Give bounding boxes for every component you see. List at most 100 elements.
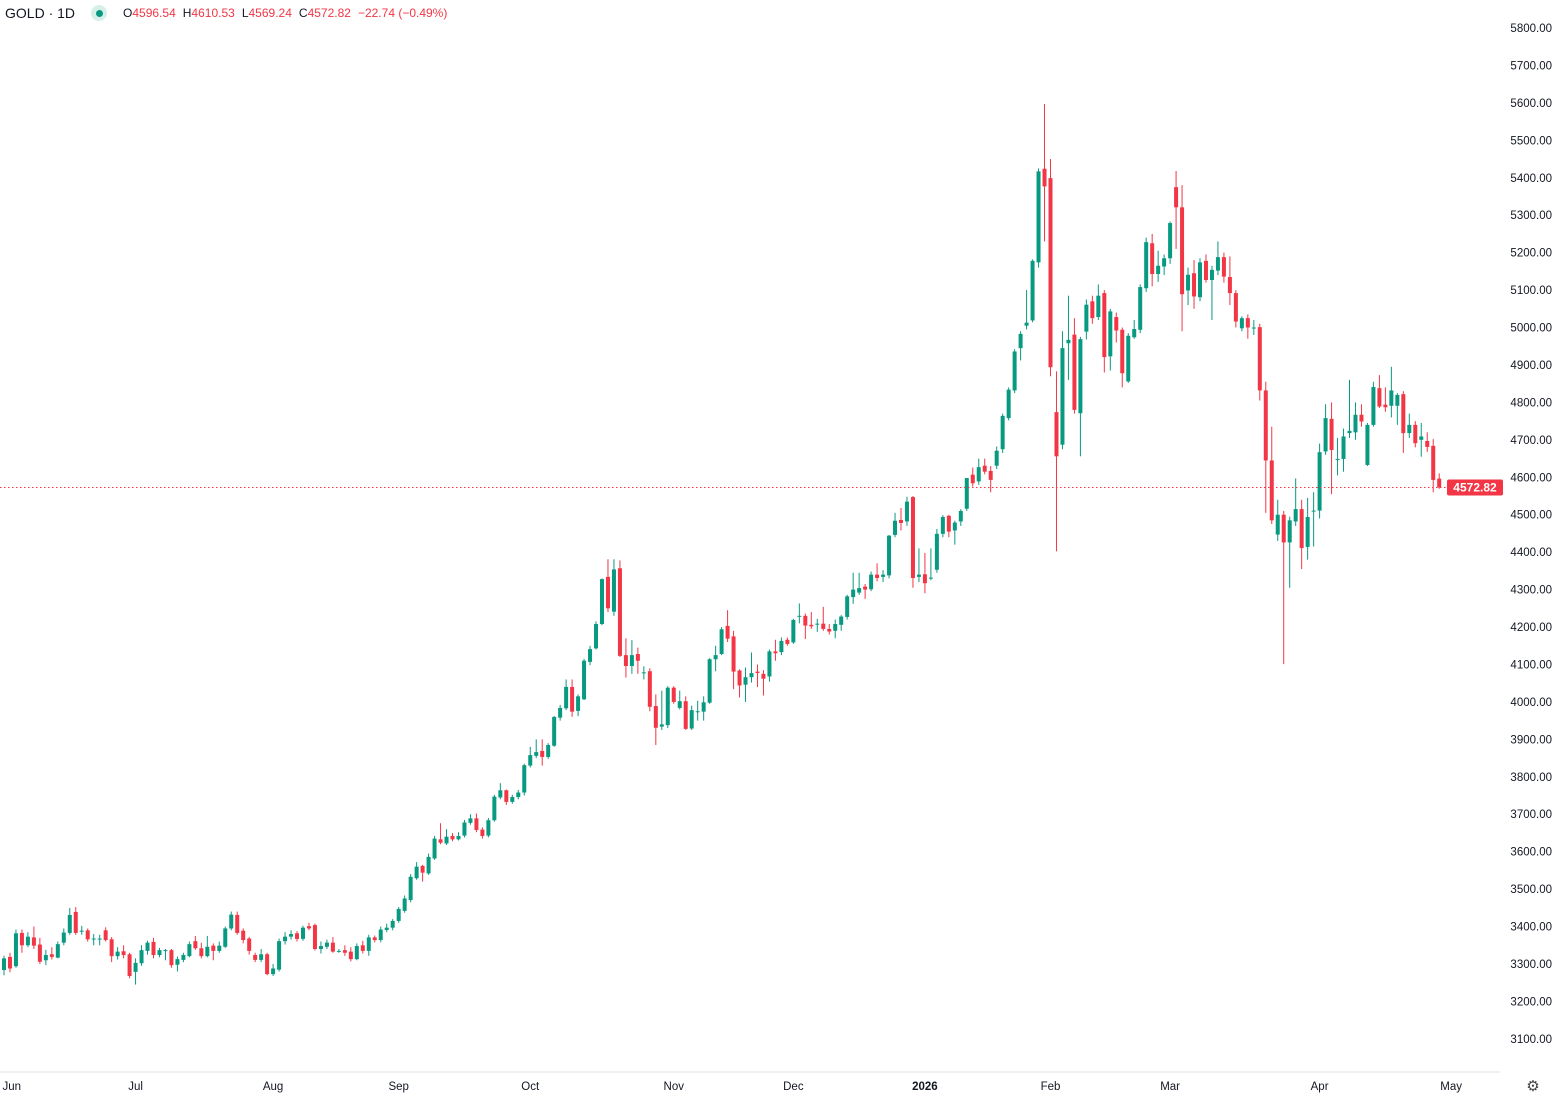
- candle: [803, 613, 808, 640]
- candle: [289, 930, 294, 940]
- candle: [713, 645, 718, 672]
- candle-body: [534, 752, 539, 756]
- price-tick-label: 3400.00: [1510, 922, 1552, 934]
- candle: [1186, 267, 1191, 306]
- candle-body: [283, 936, 288, 942]
- candle-body: [7, 956, 12, 969]
- close-label: C: [298, 6, 308, 20]
- candle-body: [653, 706, 658, 728]
- candle-body: [1221, 257, 1226, 277]
- candle-body: [576, 696, 581, 711]
- candle: [964, 478, 969, 511]
- candle: [689, 705, 694, 730]
- candle: [910, 496, 915, 588]
- candle: [37, 937, 42, 964]
- candle-body: [1102, 293, 1107, 358]
- candle-body: [241, 930, 246, 941]
- candle: [462, 819, 467, 838]
- candle-body: [845, 596, 850, 617]
- candle: [163, 949, 168, 961]
- candle-body: [1174, 187, 1179, 208]
- candle-body: [1299, 509, 1304, 549]
- candle: [576, 694, 581, 717]
- change-value: −22.74 (−0.49%): [357, 6, 448, 20]
- candle: [869, 571, 874, 592]
- candle-body: [940, 516, 945, 534]
- candle: [199, 942, 204, 959]
- market-status-icon[interactable]: [91, 5, 108, 21]
- candle-body: [1072, 334, 1077, 410]
- candle-body: [540, 750, 545, 757]
- candle: [671, 686, 676, 704]
- price-axis[interactable]: 3100.00 3200.00 3300.00 3400.00 3500.00 3600.…: [1510, 23, 1552, 1046]
- candle-body: [145, 942, 150, 951]
- candle-body: [1090, 301, 1095, 319]
- candle: [1293, 478, 1298, 526]
- candle-body: [773, 651, 778, 654]
- candle: [833, 619, 838, 639]
- candle-body: [887, 535, 892, 576]
- candle: [755, 664, 760, 687]
- candle: [61, 928, 66, 946]
- candle-body: [797, 615, 802, 617]
- candle-body: [127, 954, 132, 976]
- candle: [217, 941, 222, 953]
- candle: [1006, 387, 1011, 421]
- candle: [1365, 422, 1370, 467]
- candles-layer: [2, 104, 1442, 985]
- candle-body: [611, 569, 616, 612]
- price-tick-label: 5800.00: [1510, 23, 1552, 35]
- price-tick-label: 4900.00: [1510, 360, 1552, 372]
- candle-body: [426, 856, 431, 874]
- candle-body: [1257, 327, 1262, 391]
- candle-body: [1078, 339, 1083, 414]
- candle-body: [366, 937, 371, 951]
- candle: [1030, 259, 1035, 323]
- candle: [396, 907, 401, 923]
- time-axis[interactable]: Jun Jul Aug Sep Oct Nov Dec 2026 Feb Mar Apr May: [3, 1081, 1463, 1093]
- candle: [492, 794, 497, 822]
- candle-body: [265, 954, 270, 975]
- candle-body: [1317, 452, 1322, 511]
- candle-body: [1156, 265, 1161, 274]
- candle: [121, 945, 126, 959]
- gear-icon[interactable]: ⚙: [1526, 1078, 1540, 1095]
- candle: [875, 563, 880, 582]
- price-tick-label: 5400.00: [1510, 173, 1552, 185]
- candle-body: [528, 755, 533, 766]
- candle-body: [1437, 478, 1442, 488]
- candle-body: [1311, 510, 1316, 512]
- candle-body: [163, 950, 168, 952]
- candle-body: [432, 838, 437, 859]
- candle-body: [115, 951, 120, 957]
- candle: [498, 783, 503, 800]
- candle: [384, 923, 389, 933]
- candle-body: [1042, 168, 1047, 187]
- candle-body: [474, 818, 479, 830]
- candle: [1323, 404, 1328, 455]
- candle: [318, 941, 323, 954]
- candle: [1245, 314, 1250, 339]
- candle-body: [1215, 257, 1220, 271]
- candle: [486, 817, 491, 838]
- candle-body: [803, 615, 808, 626]
- price-tick-label: 3600.00: [1510, 847, 1552, 859]
- candle-body: [588, 649, 593, 662]
- symbol-interval-label[interactable]: GOLD · 1D: [5, 5, 76, 21]
- candle-body: [61, 932, 66, 943]
- candle: [677, 690, 682, 710]
- price-tick-label: 4800.00: [1510, 397, 1552, 409]
- candle-body: [462, 822, 467, 836]
- candle-body: [516, 792, 521, 798]
- candle-body: [839, 616, 844, 625]
- close-value: 4572.82: [307, 6, 351, 20]
- candle: [1102, 290, 1107, 373]
- candle-body: [157, 950, 162, 956]
- candle: [653, 694, 658, 745]
- price-tick-label: 4300.00: [1510, 585, 1552, 597]
- candle: [1192, 260, 1197, 309]
- candle: [1072, 318, 1077, 414]
- candle: [779, 637, 784, 656]
- candle-body: [408, 876, 413, 900]
